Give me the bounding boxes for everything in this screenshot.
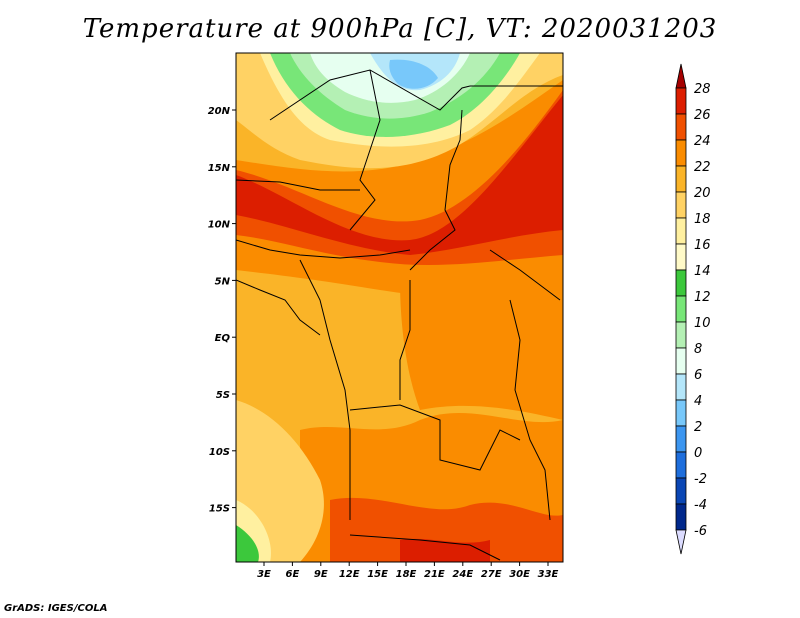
lon-tick-label: 6E [286, 569, 300, 580]
field-belt-28 [236, 95, 563, 255]
colorbar-top-triangle [675, 63, 687, 89]
colorbar-segment [675, 425, 687, 453]
colorbar-segment [675, 113, 687, 141]
borders [236, 69, 563, 561]
colorbar-label: 28 [694, 82, 711, 97]
chart-title: Temperature at 900hPa [C], VT: 202003120… [82, 14, 718, 44]
colorbar-segment [675, 191, 687, 219]
colorbar-label: 6 [694, 368, 702, 383]
lat-tick-label: 10N [208, 220, 231, 231]
colorbar-label: 16 [694, 238, 711, 253]
field-north-4 [389, 59, 438, 89]
field-south-26 [330, 497, 563, 562]
colorbar-label: -6 [694, 524, 707, 539]
colorbar-label: 18 [694, 212, 711, 227]
colorbar-segment [675, 503, 687, 531]
lat-tick-label: 15N [208, 163, 231, 174]
colorbar-label: 10 [694, 316, 711, 331]
colorbar-segment [675, 139, 687, 167]
lon-tick-label: 24E [452, 569, 473, 580]
colorbar-label: 12 [694, 290, 711, 305]
colorbar-segment [675, 373, 687, 401]
lon-tick-label: 21E [424, 569, 445, 580]
colorbar-bottom-triangle [675, 529, 687, 555]
lon-tick-label: 15E [367, 569, 388, 580]
colorbar-label: -4 [694, 498, 707, 513]
temperature-field [236, 53, 563, 562]
colorbar-segment [675, 87, 687, 115]
colorbar-label: 24 [694, 134, 711, 149]
lon-tick-label: 3E [257, 569, 271, 580]
colorbar-segment [675, 295, 687, 323]
longitude-axis: 3E 6E 9E 12E 15E 18E 21E 24E 27E 30E 33E [257, 562, 559, 580]
field-west-14 [236, 525, 259, 562]
lon-tick-label: 30E [509, 569, 530, 580]
colorbar-label: 8 [694, 342, 702, 357]
colorbar-label: 0 [694, 446, 702, 461]
colorbar-segment [675, 477, 687, 505]
colorbar-label: 22 [694, 160, 711, 175]
lat-tick-label: 5N [215, 276, 231, 287]
colorbar-segment [675, 165, 687, 193]
colorbar-label: 2 [694, 420, 702, 435]
latitude-axis: 20N 15N 10N 5N EQ 5S 10S 15S [208, 106, 236, 515]
colorbar-segment [675, 321, 687, 349]
lon-tick-label: 33E [538, 569, 559, 580]
colorbar-label: 26 [694, 108, 711, 123]
credit-text: GrADS: IGES/COLA [4, 603, 108, 614]
colorbar-segment [675, 269, 687, 297]
colorbar-segment [675, 243, 687, 271]
colorbar-label: 20 [694, 186, 711, 201]
field-east-24 [400, 270, 563, 420]
colorbar-label: 4 [694, 394, 702, 409]
lon-tick-label: 27E [481, 569, 502, 580]
colorbar-label: -2 [694, 472, 707, 487]
map-frame [235, 52, 564, 563]
colorbar-segment [675, 451, 687, 479]
colorbar-label: 14 [694, 264, 711, 279]
lat-tick-label: 10S [209, 447, 230, 458]
colorbar-segment [675, 347, 687, 375]
lat-tick-label: 5S [216, 390, 230, 401]
lon-tick-label: 18E [396, 569, 417, 580]
colorbar-segment [675, 217, 687, 245]
lon-tick-label: 9E [314, 569, 328, 580]
lat-tick-label: 20N [208, 106, 231, 117]
colorbar-segment [675, 399, 687, 427]
lon-tick-label: 12E [339, 569, 360, 580]
lat-tick-label: 15S [209, 504, 230, 515]
lat-tick-label: EQ [215, 333, 231, 344]
